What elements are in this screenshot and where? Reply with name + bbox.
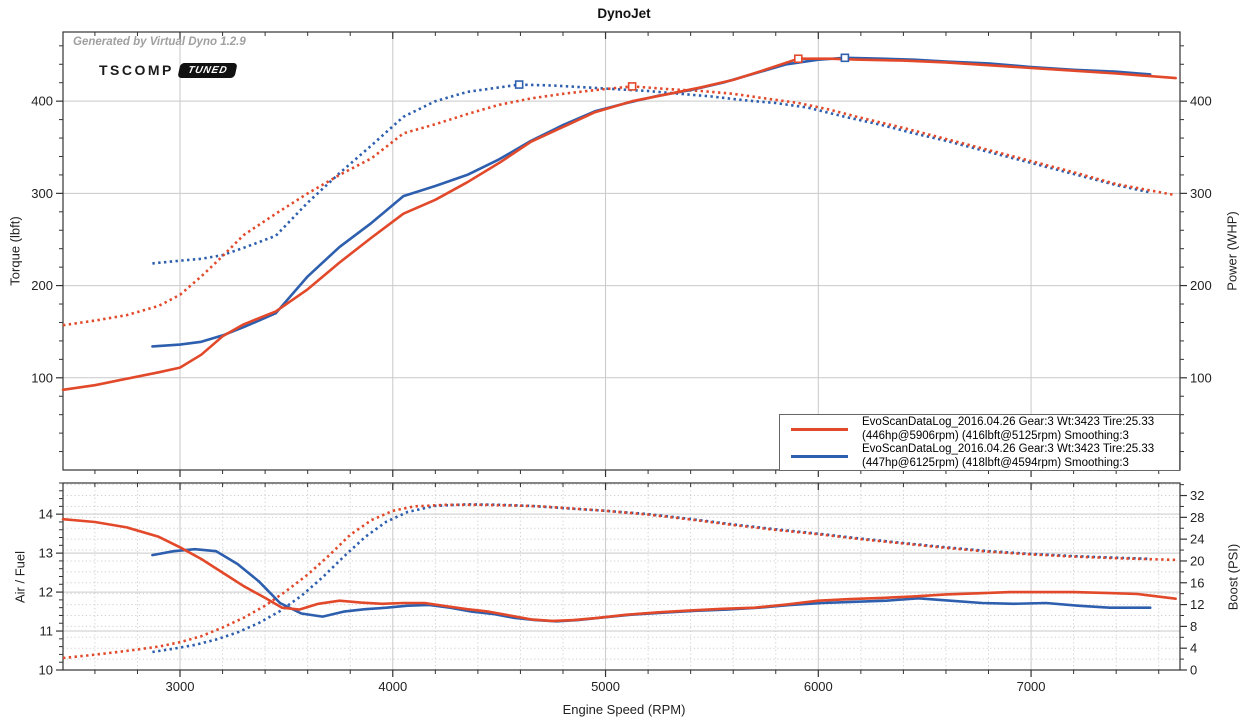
chart-title: DynoJet (597, 6, 651, 21)
svg-text:8: 8 (1190, 619, 1197, 634)
legend-swatch-run2 (791, 455, 848, 458)
svg-text:4: 4 (1190, 641, 1197, 656)
peak-marker-run1-power (794, 54, 803, 64)
svg-text:400: 400 (31, 94, 53, 109)
legend-entry-run1: EvoScanDataLog_2016.04.26 Gear:3 Wt:3423… (789, 416, 1179, 443)
series-run1-torque-line (62, 85, 1176, 327)
svg-text:300: 300 (31, 186, 53, 201)
svg-text:13: 13 (39, 546, 53, 561)
legend-text-run1: EvoScanDataLog_2016.04.26 Gear:3 Wt:3423… (862, 416, 1154, 442)
series-run2-torque-line (152, 83, 1151, 265)
svg-text:20: 20 (1190, 553, 1204, 568)
peak-marker-run2-power (840, 53, 850, 63)
svg-text:300: 300 (1190, 186, 1212, 201)
legend-run1-line2: (446hp@5906rpm) (416lbft@5125rpm) Smooth… (862, 429, 1129, 442)
legend-run2-line1: EvoScanDataLog_2016.04.26 Gear:3 Wt:3423… (862, 443, 1155, 456)
x-tick-label-7000: 7000 (1017, 679, 1046, 694)
svg-text:12: 12 (39, 585, 53, 600)
legend-swatch-run1 (791, 428, 848, 431)
svg-text:200: 200 (1190, 278, 1212, 293)
svg-text:24: 24 (1190, 532, 1204, 547)
logo-brand-text: TSCOMP (99, 62, 174, 78)
x-tick-label-5000: 5000 (591, 679, 620, 694)
svg-text:14: 14 (39, 507, 53, 522)
legend-text-run2: EvoScanDataLog_2016.04.26 Gear:3 Wt:3423… (862, 443, 1154, 469)
series-run1-afr-line (61, 517, 1177, 623)
series-run1-boost-line (62, 503, 1176, 660)
series-run2-afr-line (151, 547, 1152, 623)
peak-marker-run2-torque (514, 80, 524, 89)
svg-text:200: 200 (31, 278, 53, 293)
airfuel-axis-label: Air / Fuel (12, 550, 28, 604)
logo-tuned-badge: TUNED (177, 62, 238, 78)
power-axis-label: Power (WHP) (1224, 211, 1240, 291)
torque-axis-label: Torque (lbft) (7, 216, 23, 286)
x-tick-label-3000: 3000 (166, 679, 195, 694)
svg-text:32: 32 (1190, 488, 1204, 503)
x-tick-label-6000: 6000 (804, 679, 833, 694)
legend-entry-run2: EvoScanDataLog_2016.04.26 Gear:3 Wt:3423… (789, 443, 1179, 470)
top-plot-frame (62, 31, 1181, 471)
peak-marker-run1-torque (627, 82, 637, 91)
svg-text:400: 400 (1190, 94, 1212, 109)
legend-run2-line2: (447hp@6125rpm) (418lbft@4594rpm) Smooth… (862, 456, 1129, 469)
svg-text:16: 16 (1190, 575, 1204, 590)
svg-text:12: 12 (1190, 597, 1204, 612)
legend-run1-line1: EvoScanDataLog_2016.04.26 Gear:3 Wt:3423… (862, 416, 1155, 429)
svg-text:11: 11 (40, 624, 54, 639)
legend-box: EvoScanDataLog_2016.04.26 Gear:3 Wt:3423… (779, 414, 1180, 471)
svg-text:10: 10 (39, 663, 53, 678)
tscomp-logo: TSCOMP TUNED (99, 62, 238, 78)
boost-axis-label: Boost (PSI) (1225, 543, 1241, 611)
watermark-text: Generated by Virtual Dyno 1.2.9 (73, 36, 246, 48)
x-tick-label-4000: 4000 (378, 679, 407, 694)
rpm-axis-label: Engine Speed (RPM) (562, 702, 686, 717)
series-run1-power-line (61, 57, 1177, 392)
svg-text:0: 0 (1190, 663, 1197, 678)
svg-text:28: 28 (1190, 510, 1204, 525)
svg-text:100: 100 (1190, 370, 1212, 385)
svg-text:100: 100 (31, 370, 53, 385)
